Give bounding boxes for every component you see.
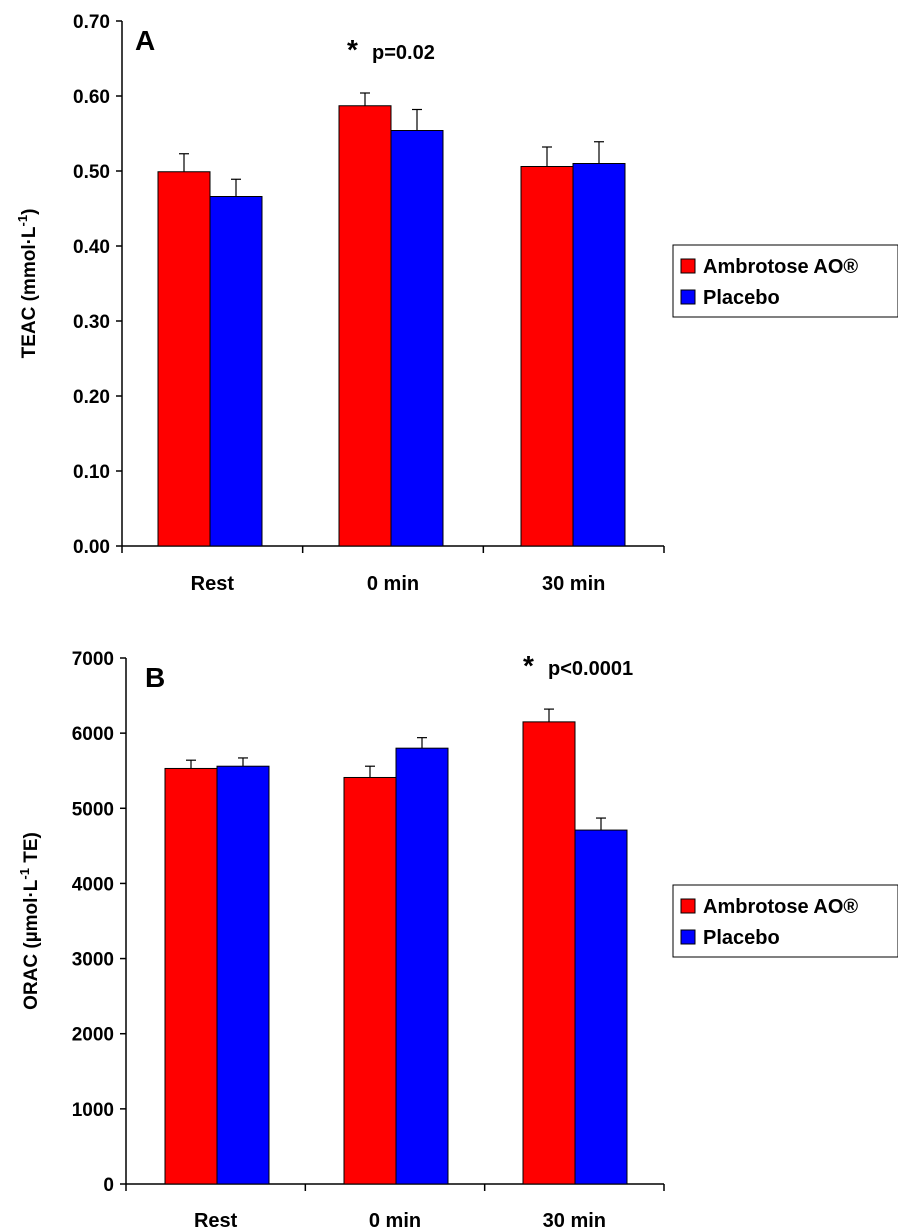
y-tick-label: 0.60 [73, 87, 110, 108]
y-axis-label-tail: ) [19, 209, 40, 215]
y-tick-label: 0.70 [73, 12, 110, 33]
significance-label: p=0.02 [372, 42, 435, 64]
y-axis-label-sup: -1 [15, 215, 30, 227]
y-axis-label-base: TEAC (mmol·L [19, 226, 40, 358]
y-tick-label: 7000 [72, 649, 114, 670]
legend-label: Ambrotose AO® [703, 256, 858, 278]
y-tick-label: 0.20 [73, 387, 110, 408]
y-axis-label-tail: TE) [21, 832, 42, 868]
chart-panel-a: 0.00 0.10 0.20 0.30 0.40 0.50 0.60 0.70 Rest 0 mi… [15, 12, 898, 595]
x-category-label: 0 min [369, 1210, 421, 1232]
legend-swatch-ambrotose [680, 258, 696, 274]
legend: Ambrotose AO® Placebo [672, 244, 898, 318]
y-axis-label-sup: -1 [17, 868, 32, 880]
significance-star: * [523, 650, 534, 681]
x-category-label: Rest [194, 1210, 238, 1232]
y-tick-label: 1000 [72, 1100, 114, 1121]
bar-ambrotose-1 [343, 776, 397, 1185]
bar-ambrotose-0 [157, 171, 211, 547]
y-tick-label: 0 [103, 1175, 114, 1196]
bar-placebo-0 [209, 196, 263, 547]
bar-ambrotose-0 [164, 767, 218, 1185]
y-tick-label: 0.40 [73, 237, 110, 258]
legend-label: Ambrotose AO® [703, 896, 858, 918]
y-tick-label: 3000 [72, 950, 114, 971]
legend-swatch-placebo [680, 929, 696, 945]
legend-box [672, 884, 898, 958]
legend-swatch-ambrotose [680, 898, 696, 914]
x-category-label: 30 min [542, 573, 605, 595]
y-tick-label: 2000 [72, 1025, 114, 1046]
panel-label: A [135, 25, 155, 56]
legend-label: Placebo [703, 927, 780, 949]
chart-panel-b: 0 1000 2000 3000 4000 5000 6000 7000 Rest 0 min 30… [17, 649, 898, 1232]
y-tick-label: 5000 [72, 799, 114, 820]
y-tick-label: 4000 [72, 874, 114, 895]
bar-placebo-0 [216, 765, 270, 1185]
legend-box [672, 244, 898, 318]
significance-label: p<0.0001 [548, 658, 633, 680]
bar-placebo-1 [395, 747, 449, 1185]
y-axis-label-base: ORAC (µmol·L [21, 879, 42, 1010]
y-tick-label: 0.00 [73, 537, 110, 558]
x-category-label: 0 min [367, 573, 419, 595]
y-tick-label: 0.30 [73, 312, 110, 333]
bar-placebo-1 [390, 130, 444, 547]
x-category-label: 30 min [543, 1210, 606, 1232]
y-axis-label: TEAC (mmol·L-1) [15, 209, 40, 359]
y-tick-label: 0.50 [73, 162, 110, 183]
bar-placebo-2 [572, 163, 626, 547]
significance-star: * [347, 34, 358, 65]
bar-placebo-2 [574, 829, 628, 1185]
legend: Ambrotose AO® Placebo [672, 884, 898, 958]
bar-ambrotose-1 [338, 105, 392, 547]
y-tick-label: 0.10 [73, 462, 110, 483]
x-category-label: Rest [191, 573, 235, 595]
y-axis-label: ORAC (µmol·L-1 TE) [17, 832, 42, 1010]
legend-label: Placebo [703, 287, 780, 309]
y-tick-label: 6000 [72, 724, 114, 745]
bar-ambrotose-2 [522, 721, 576, 1185]
legend-swatch-placebo [680, 289, 696, 305]
panel-label: B [145, 662, 165, 693]
bar-ambrotose-2 [520, 166, 574, 547]
